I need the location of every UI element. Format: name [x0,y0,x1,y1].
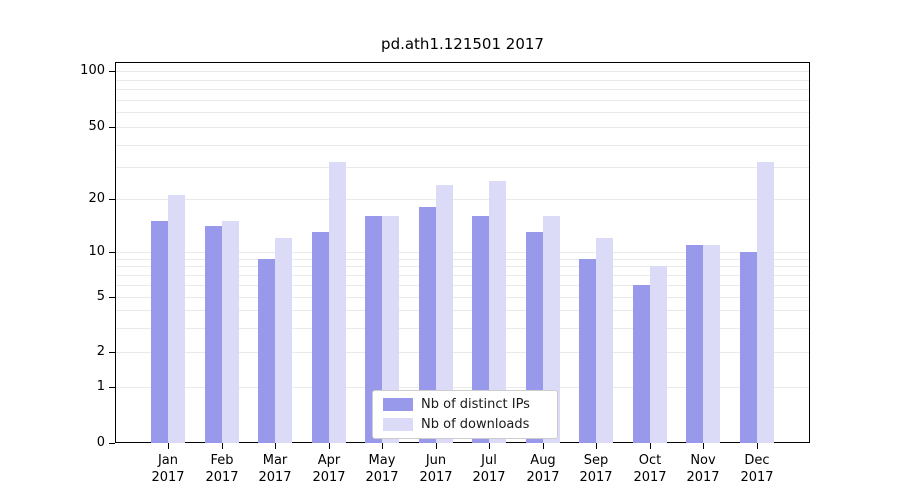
y-tick-label: 20 [88,191,105,206]
y-tick-label: 1 [96,379,105,394]
gridline [116,275,809,276]
gridline [116,310,809,311]
bar-distinct-ips [419,207,436,443]
gridline [116,89,809,90]
legend-label-downloads: Nb of downloads [421,417,530,432]
legend: Nb of distinct IPs Nb of downloads [372,390,558,439]
gridline [116,387,809,388]
bar-downloads [168,195,185,443]
legend-item-downloads: Nb of downloads [383,417,547,432]
x-tick-label: Apr 2017 [312,453,346,485]
y-tick-mark [109,71,115,72]
x-tick-mark [650,443,651,449]
x-tick-label: Sep 2017 [579,453,613,485]
legend-swatch-downloads [383,418,413,431]
bar-distinct-ips [312,232,329,443]
gridline [116,352,809,353]
bar-distinct-ips [686,245,703,443]
bar-downloads [222,221,239,443]
y-tick-label: 100 [80,63,105,78]
y-tick-mark [109,443,115,444]
bar-downloads [382,216,399,443]
y-tick-mark [109,199,115,200]
bar-downloads [596,238,613,443]
gridline [116,112,809,113]
bar-downloads [543,216,560,443]
gridline [116,259,809,260]
bar-distinct-ips [205,226,222,443]
x-tick-mark [168,443,169,449]
gridline [116,100,809,101]
y-tick-mark [109,387,115,388]
y-tick-mark [109,252,115,253]
y-tick-label: 50 [88,119,105,134]
bar-distinct-ips [579,259,596,443]
bar-downloads [757,162,774,443]
y-tick-label: 5 [96,289,105,304]
bar-downloads [489,181,506,443]
gridline [116,252,809,253]
x-tick-mark [757,443,758,449]
bar-downloads [703,245,720,443]
x-tick-label: Oct 2017 [633,453,667,485]
bar-downloads [329,162,346,443]
chart-title: pd.ath1.121501 2017 [381,35,544,53]
x-tick-label: Mar 2017 [258,453,292,485]
gridline [116,167,809,168]
bar-downloads [436,185,453,443]
gridline [116,145,809,146]
legend-swatch-distinct-ips [383,398,413,411]
x-tick-mark [275,443,276,449]
y-tick-mark [109,127,115,128]
y-tick-mark [109,352,115,353]
x-tick-label: Jul 2017 [472,453,506,485]
y-tick-label: 0 [96,435,105,450]
x-tick-mark [703,443,704,449]
x-tick-mark [222,443,223,449]
bar-distinct-ips [633,285,650,443]
x-tick-mark [489,443,490,449]
bar-distinct-ips [151,221,168,443]
bar-distinct-ips [258,259,275,443]
y-tick-mark [109,297,115,298]
bar-distinct-ips [472,216,489,443]
x-tick-mark [596,443,597,449]
x-tick-label: Dec 2017 [740,453,774,485]
x-tick-mark [382,443,383,449]
x-tick-label: Jan 2017 [151,453,185,485]
gridline [116,199,809,200]
gridline [116,80,809,81]
bar-distinct-ips [365,216,382,443]
gridline [116,127,809,128]
y-tick-label: 2 [96,344,105,359]
x-tick-label: Aug 2017 [526,453,560,485]
bar-downloads [650,266,667,443]
x-tick-mark [436,443,437,449]
x-tick-label: Feb 2017 [205,453,239,485]
gridline [116,328,809,329]
gridline [116,71,809,72]
gridline [116,297,809,298]
x-tick-mark [329,443,330,449]
y-tick-label: 10 [88,244,105,259]
legend-item-distinct-ips: Nb of distinct IPs [383,397,547,412]
x-tick-label: May 2017 [365,453,399,485]
legend-label-distinct-ips: Nb of distinct IPs [421,397,530,412]
gridline [116,266,809,267]
x-tick-mark [543,443,544,449]
x-tick-label: Nov 2017 [686,453,720,485]
gridline [116,285,809,286]
x-tick-label: Jun 2017 [419,453,453,485]
bar-distinct-ips [740,252,757,443]
bar-downloads [275,238,292,443]
